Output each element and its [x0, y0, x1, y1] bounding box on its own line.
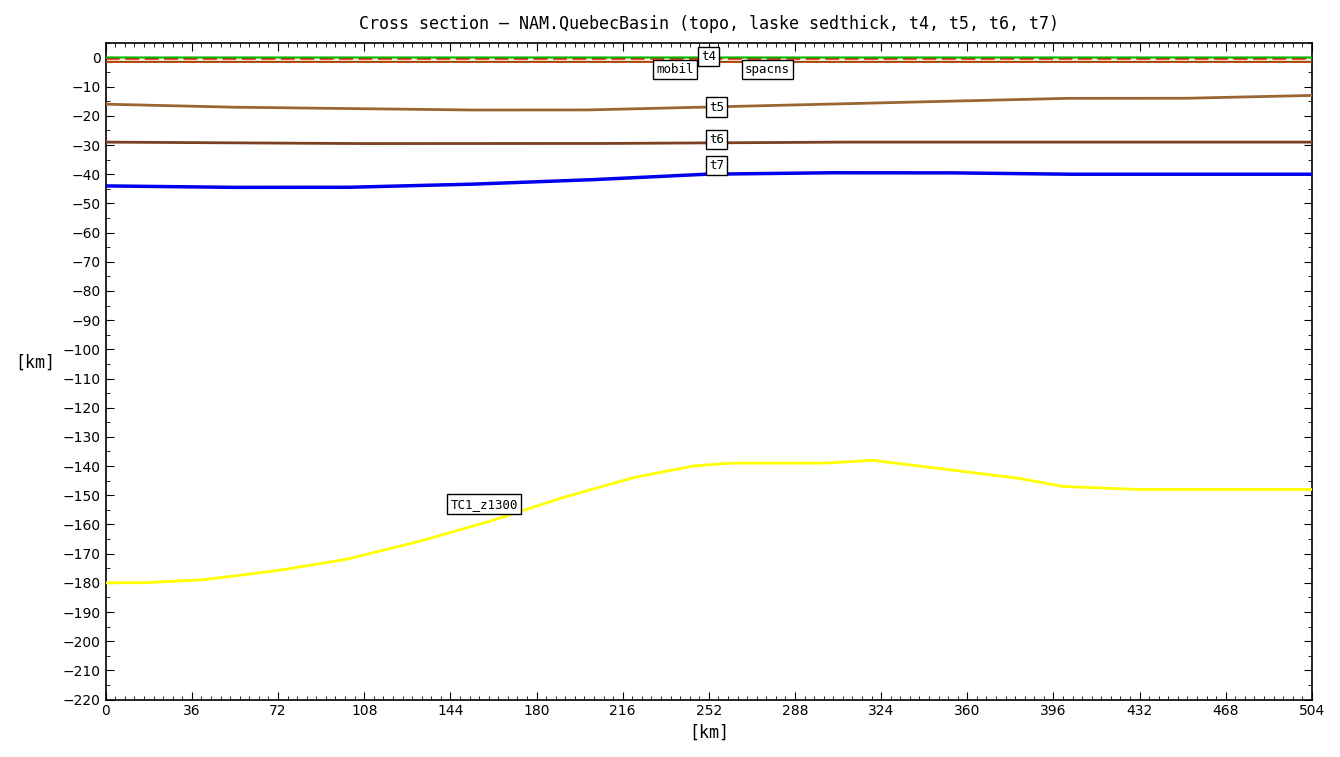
Text: spacns: spacns — [745, 64, 789, 76]
Text: mobil: mobil — [657, 64, 694, 76]
Title: Cross section – NAM.QuebecBasin (topo, laske sedthick, t4, t5, t6, t7): Cross section – NAM.QuebecBasin (topo, l… — [359, 15, 1059, 33]
Text: t5: t5 — [709, 101, 724, 114]
Text: TC1_z1300: TC1_z1300 — [450, 497, 517, 510]
Text: t7: t7 — [709, 159, 724, 172]
Text: t6: t6 — [709, 132, 724, 145]
Text: t4: t4 — [701, 50, 717, 64]
X-axis label: [km]: [km] — [689, 724, 729, 742]
Y-axis label: [km]: [km] — [15, 354, 55, 371]
